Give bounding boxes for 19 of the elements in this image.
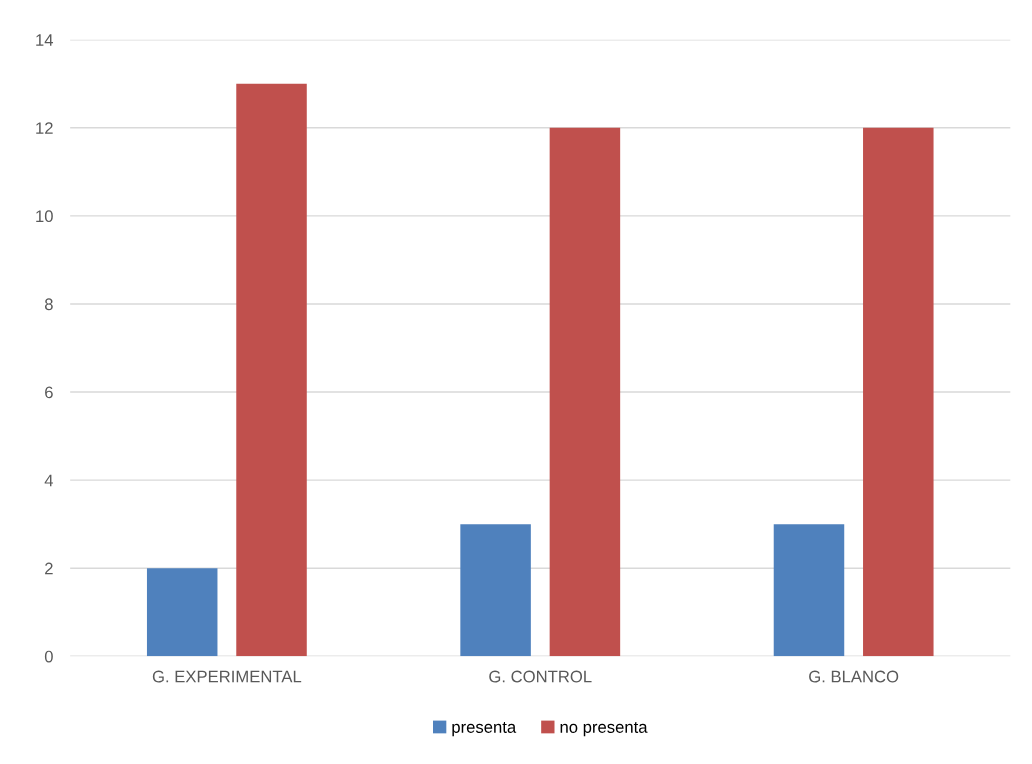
y-tick-label: 12 <box>36 122 53 134</box>
y-tick-label: 8 <box>44 298 53 311</box>
y-tick-label: 6 <box>45 386 53 399</box>
x-tick-label: G. BLANCO <box>809 670 899 683</box>
bar <box>146 568 218 657</box>
bar <box>460 524 531 657</box>
bar <box>773 524 845 657</box>
y-tick-label: 10 <box>36 210 53 223</box>
y-tick-label: 4 <box>44 474 54 487</box>
x-tick-label: G. EXPERIMENTAL <box>152 670 302 683</box>
bar <box>863 127 934 657</box>
bar <box>236 83 307 657</box>
bar <box>549 127 621 657</box>
legend-label: no presenta <box>560 721 648 737</box>
legend-label: presenta <box>452 721 517 737</box>
y-tick-label: 2 <box>45 562 53 575</box>
y-tick-label: 0 <box>44 650 53 663</box>
y-tick-label: 14 <box>36 34 54 46</box>
x-tick-label: G. CONTROL <box>489 670 592 683</box>
